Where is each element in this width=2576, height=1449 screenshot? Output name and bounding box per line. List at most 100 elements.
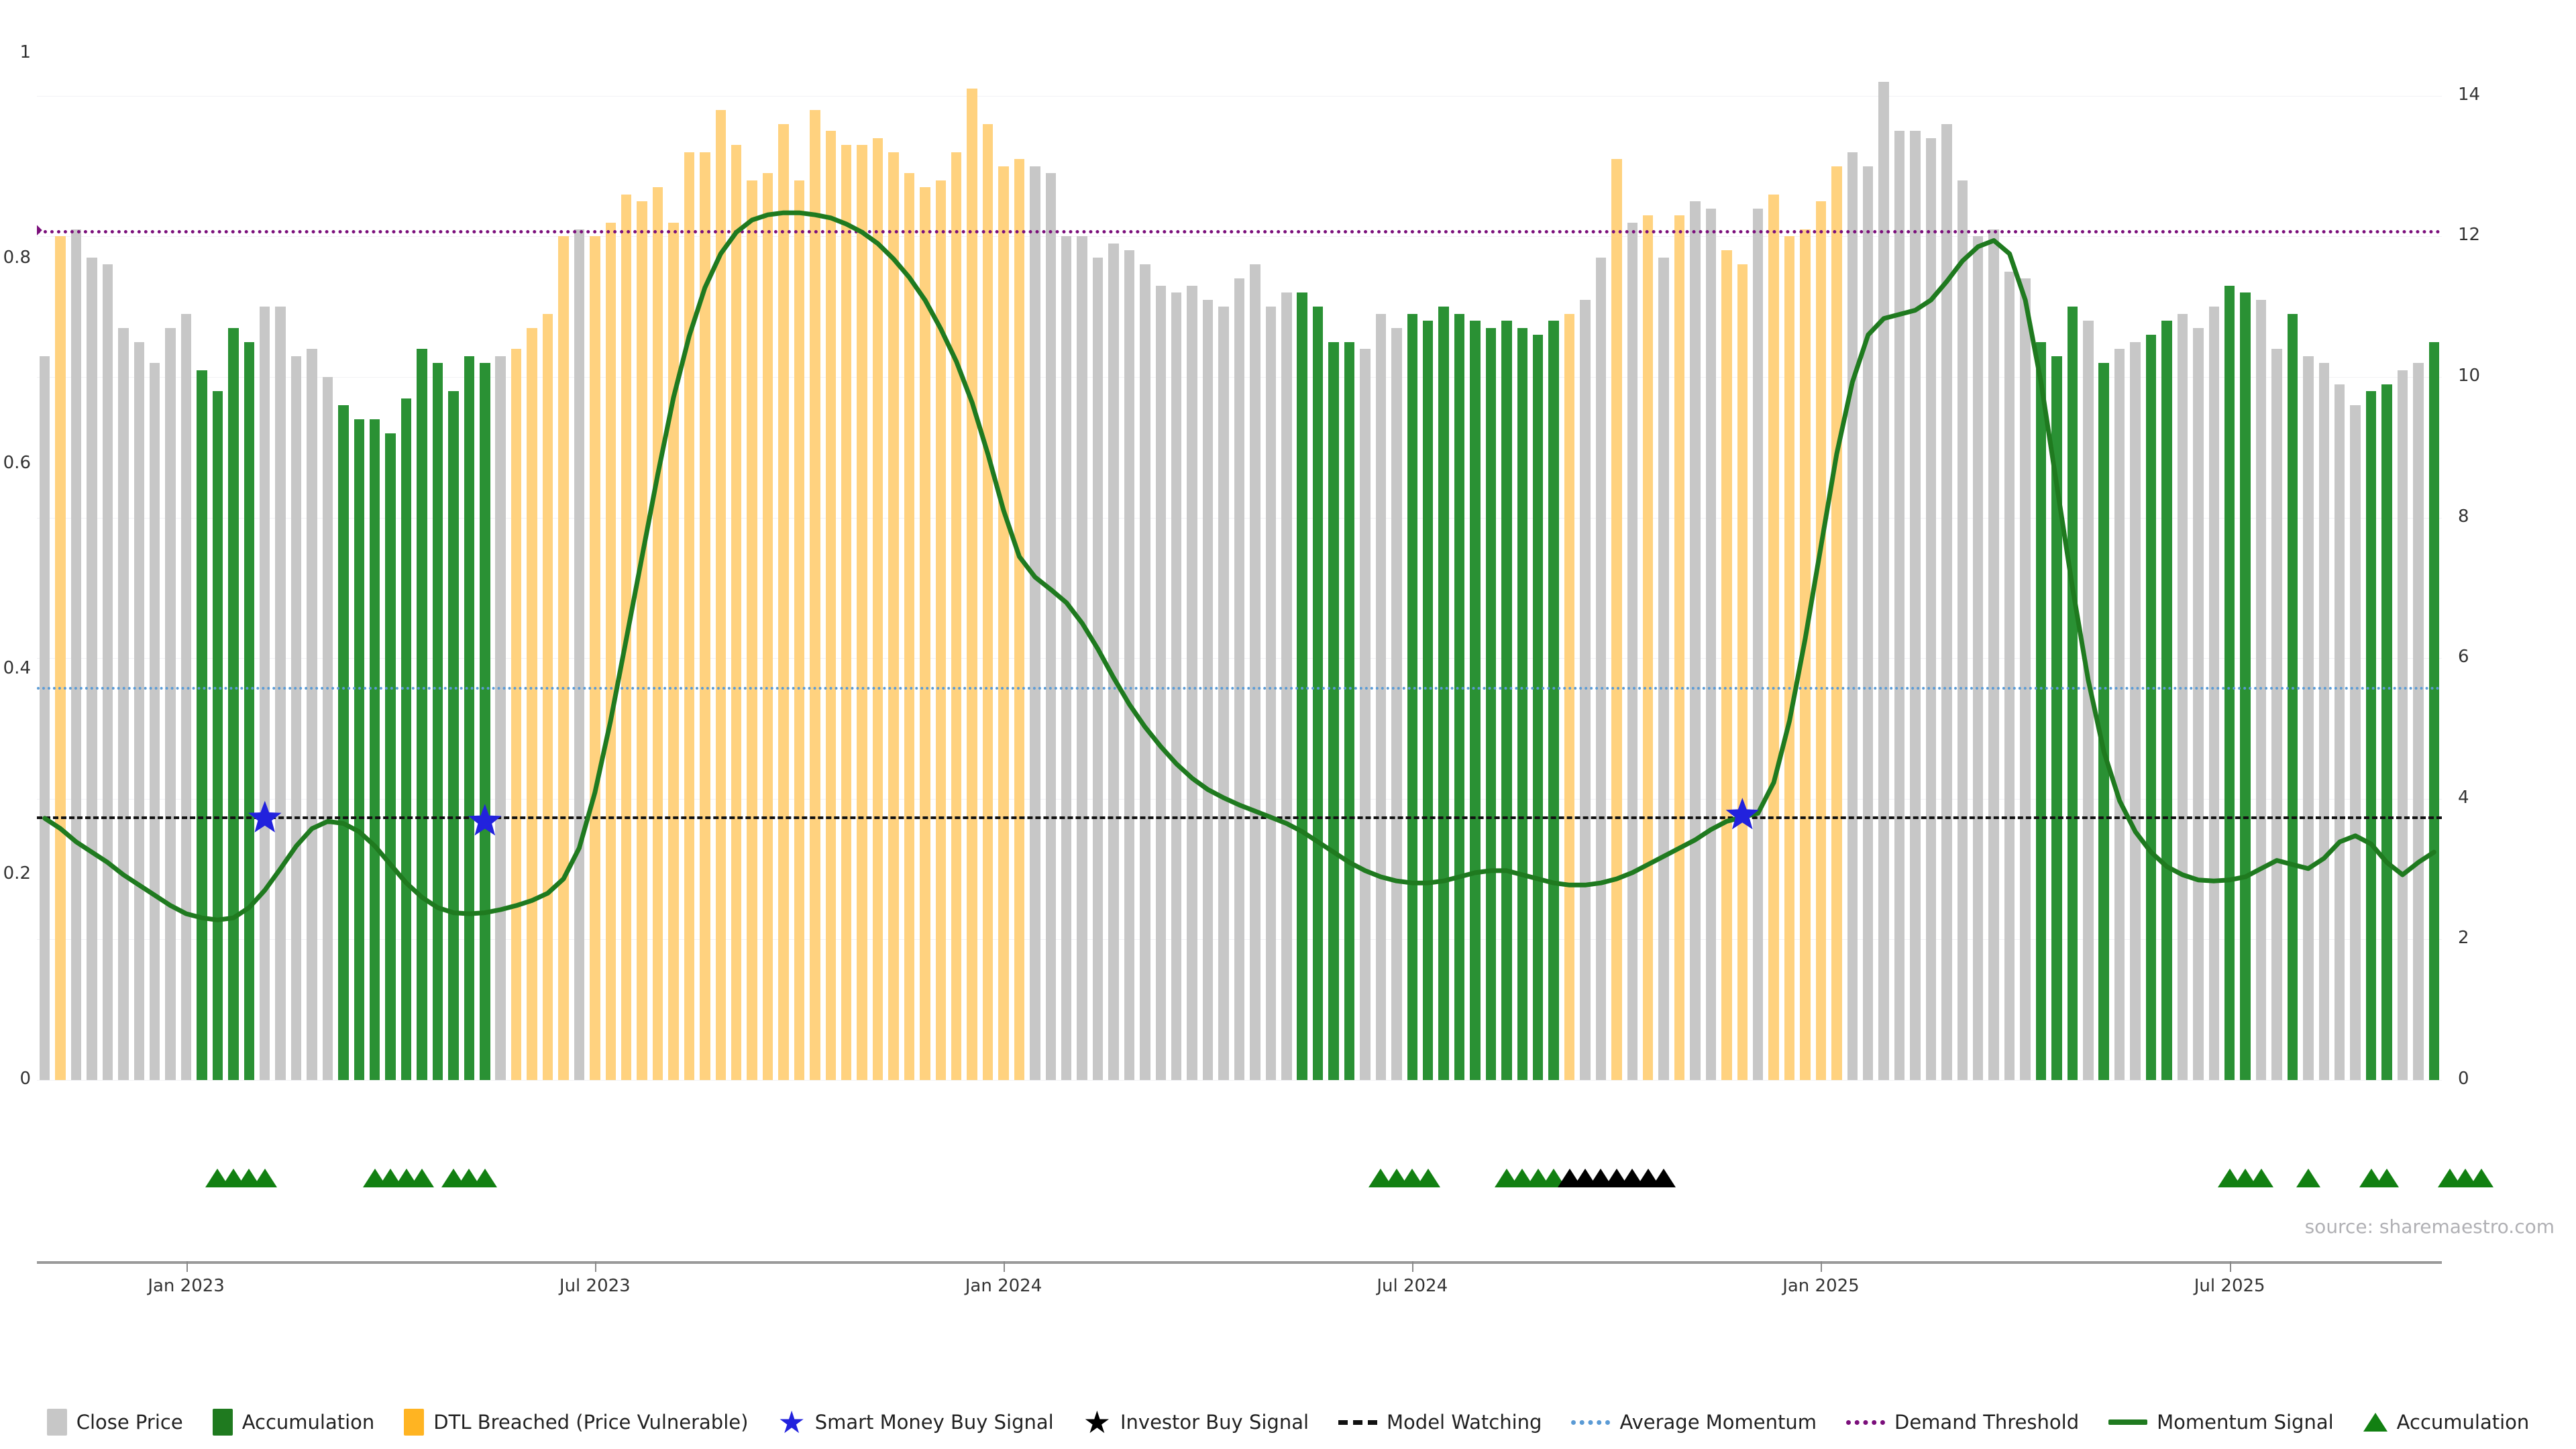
x-axis-tick (594, 1261, 596, 1272)
accumulation-triangle-marker (410, 1169, 435, 1187)
price-bar-dtl (935, 180, 947, 1080)
x-axis-tick (186, 1261, 188, 1272)
price-bar-close (2271, 349, 2282, 1080)
price-bar-accum (2035, 341, 2047, 1080)
price-bar-accum (2240, 292, 2251, 1080)
price-bar-close (2303, 356, 2314, 1080)
legend-item-average-momentum[interactable]: Average Momentum (1571, 1411, 1817, 1434)
price-bar-dtl (982, 123, 994, 1080)
price-bar-accum (1328, 341, 1339, 1080)
legend-item-label: Average Momentum (1619, 1411, 1817, 1434)
price-bar-close (322, 377, 333, 1080)
price-bar-dtl (872, 138, 883, 1080)
legend-item-model-watching[interactable]: Model Watching (1338, 1411, 1542, 1434)
y-axis-right-tick: 8 (2458, 506, 2469, 527)
price-bar-close (1925, 138, 1937, 1080)
price-bar-accum (385, 433, 396, 1080)
price-bar-accum (228, 327, 239, 1080)
price-bar-accum (1532, 335, 1544, 1080)
momentum-signal-curve (42, 210, 2436, 922)
price-bar-dtl (998, 166, 1009, 1080)
price-bar-dtl (668, 222, 679, 1080)
price-bar-dtl (1768, 194, 1779, 1080)
x-axis-tick-label: Jul 2023 (559, 1276, 631, 1296)
price-bar-accum (1344, 341, 1355, 1080)
price-bar-accum (1454, 313, 1465, 1080)
legend-item-label: DTL Breached (Price Vulnerable) (433, 1411, 749, 1434)
demand-threshold-diamond (37, 225, 42, 235)
price-bar-close (574, 229, 585, 1080)
investor-buy-triangle-marker (1652, 1169, 1676, 1187)
legend-item-investor-buy-signal[interactable]: ★ Investor Buy Signal (1083, 1407, 1309, 1438)
accumulation-triangle-marker (472, 1169, 497, 1187)
price-bar-close (1360, 349, 1371, 1080)
y-axis-right-tick: 6 (2458, 647, 2469, 667)
price-bar-close (1375, 313, 1387, 1080)
x-axis-tick-label: Jul 2024 (1377, 1276, 1448, 1296)
legend-item-accumulation-marker[interactable]: Accumulation (2363, 1411, 2530, 1434)
price-bar-close (1218, 307, 1229, 1080)
price-bar-close (1030, 166, 1040, 1080)
legend-item-accumulation-bar[interactable]: Accumulation (212, 1409, 374, 1436)
price-bar-accum (244, 341, 255, 1080)
legend-item-dtl-breached[interactable]: DTL Breached (Price Vulnerable) (404, 1409, 748, 1436)
price-bar-dtl (605, 222, 616, 1080)
price-bar-dtl (951, 152, 962, 1080)
x-axis-tick-label: Jan 2023 (148, 1276, 225, 1296)
price-bar-accum (1517, 327, 1527, 1080)
price-bar-accum (338, 405, 349, 1080)
accumulation-triangle-marker (2249, 1169, 2273, 1187)
legend-solid-line-icon (2108, 1419, 2148, 1425)
x-axis-tick (1821, 1261, 1823, 1272)
smart-money-buy-signal-star (468, 804, 502, 836)
price-bar-dtl (1784, 236, 1795, 1080)
price-bar-dtl (1800, 229, 1811, 1080)
legend-item-smart-money-buy-signal[interactable]: ★ Smart Money Buy Signal (777, 1407, 1053, 1438)
accumulation-triangle-marker (2296, 1169, 2320, 1187)
price-bar-close (2397, 370, 2408, 1080)
legend-item-close-price[interactable]: Close Price (46, 1409, 183, 1436)
price-bar-dtl (904, 173, 915, 1080)
price-bar-close (1705, 208, 1717, 1080)
price-bar-close (1281, 292, 1292, 1080)
price-bar-close (1595, 257, 1607, 1080)
price-bar-close (290, 356, 302, 1080)
y-axis-right-tick: 14 (2458, 84, 2481, 105)
y-axis-left-tick: 1 (19, 42, 31, 62)
legend-item-momentum-signal[interactable]: Momentum Signal (2108, 1411, 2334, 1434)
price-bar-close (1391, 327, 1402, 1080)
price-bar-close (2177, 313, 2188, 1080)
legend-item-demand-threshold[interactable]: Demand Threshold (1846, 1411, 2079, 1434)
price-bar-accum (2161, 321, 2172, 1080)
y-axis-left-tick: 0.4 (3, 658, 31, 678)
price-bar-close (1988, 229, 1999, 1080)
legend-item-label: Demand Threshold (1894, 1411, 2080, 1434)
price-bar-dtl (731, 145, 742, 1080)
price-bar-close (150, 363, 160, 1080)
price-bar-close (2193, 327, 2204, 1080)
price-bar-dtl (762, 173, 773, 1080)
price-bar-dtl (920, 187, 930, 1080)
price-bar-accum (480, 363, 490, 1080)
price-bar-dtl (1674, 215, 1685, 1080)
price-bar-dtl (715, 109, 726, 1080)
price-bar-dtl (1831, 166, 1842, 1080)
price-bar-accum (370, 419, 380, 1080)
price-bar-dtl (967, 89, 977, 1080)
price-bar-dtl (1721, 250, 1732, 1080)
legend-dotted-line-icon (1571, 1419, 1611, 1425)
smart-money-buy-signal-star (1725, 798, 1759, 830)
price-bar-close (1045, 173, 1057, 1080)
price-bar-close (1108, 243, 1119, 1080)
price-bar-accum (1501, 321, 1512, 1080)
gridline (37, 236, 2442, 237)
gridline (37, 95, 2442, 97)
y-axis-right-tick: 2 (2458, 928, 2469, 949)
price-bar-close (39, 356, 50, 1080)
price-bar-dtl (637, 201, 647, 1080)
price-bar-close (1658, 257, 1669, 1080)
price-bar-accum (212, 391, 223, 1080)
price-bar-dtl (1737, 264, 1748, 1080)
chart-legend: Close Price Accumulation DTL Breached (Pri… (0, 1407, 2576, 1438)
legend-item-label: Accumulation (2396, 1411, 2530, 1434)
